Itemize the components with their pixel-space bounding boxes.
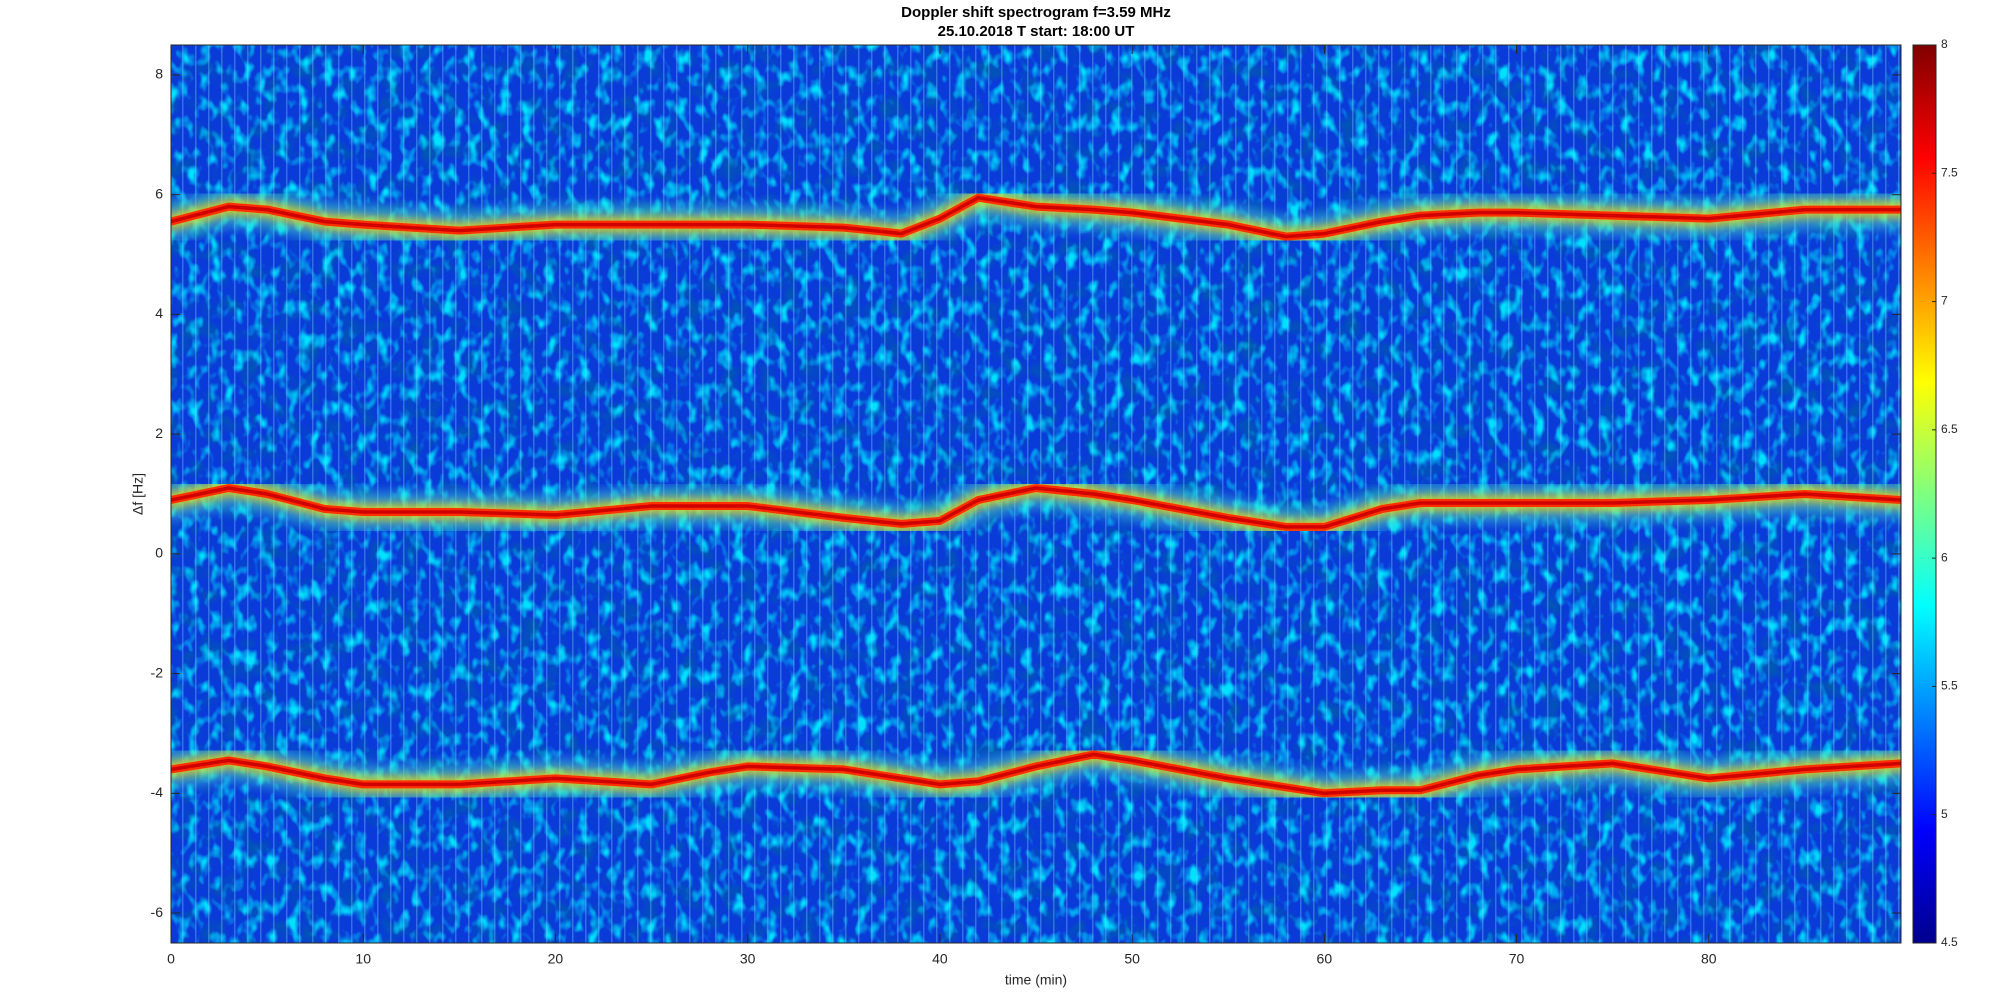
x-tick-label: 50 xyxy=(1124,951,1140,967)
colorbar-tick-label: 7.5 xyxy=(1941,165,1958,179)
colorbar-tick-label: 7 xyxy=(1941,294,1948,308)
y-tick-label: -4 xyxy=(151,784,164,800)
x-tick-label: 60 xyxy=(1317,951,1333,967)
y-tick-label: 6 xyxy=(155,185,163,201)
x-tick-label: 80 xyxy=(1701,951,1717,967)
y-tick-label: 0 xyxy=(155,545,163,561)
colorbar xyxy=(1912,44,1937,944)
x-tick-label: 30 xyxy=(740,951,756,967)
colorbar-tick-label: 5 xyxy=(1941,807,1948,821)
traces xyxy=(171,176,1901,815)
trace xyxy=(171,486,1901,529)
colorbar-tick-label: 6 xyxy=(1941,550,1948,564)
trace xyxy=(171,195,1901,239)
plot-frame xyxy=(170,44,1902,944)
x-tick-label: 10 xyxy=(355,951,371,967)
y-tick-label: 4 xyxy=(155,305,163,321)
colorbar-tick-label: 6.5 xyxy=(1941,422,1958,436)
x-tick-label: 40 xyxy=(932,951,948,967)
chart-subtitle: 25.10.2018 T start: 18:00 UT xyxy=(938,23,1135,40)
colorbar-tick-label: 5.5 xyxy=(1941,679,1958,693)
colorbar-tick-label: 8 xyxy=(1941,37,1948,51)
x-tick-label: 20 xyxy=(548,951,564,967)
y-tick-label: -6 xyxy=(151,904,164,920)
x-axis-label: time (min) xyxy=(1005,972,1067,988)
chart-title: Doppler shift spectrogram f=3.59 MHz xyxy=(901,4,1171,21)
trace xyxy=(171,752,1901,796)
y-tick-label: -2 xyxy=(151,664,164,680)
colorbar-tick-label: 4.5 xyxy=(1941,935,1958,949)
x-tick-label: 0 xyxy=(167,951,175,967)
y-tick-label: 2 xyxy=(155,425,163,441)
plot-area xyxy=(171,45,1901,943)
x-tick-label: 70 xyxy=(1509,951,1525,967)
y-tick-label: 8 xyxy=(155,66,163,82)
y-axis-label: Δf [Hz] xyxy=(130,473,146,515)
